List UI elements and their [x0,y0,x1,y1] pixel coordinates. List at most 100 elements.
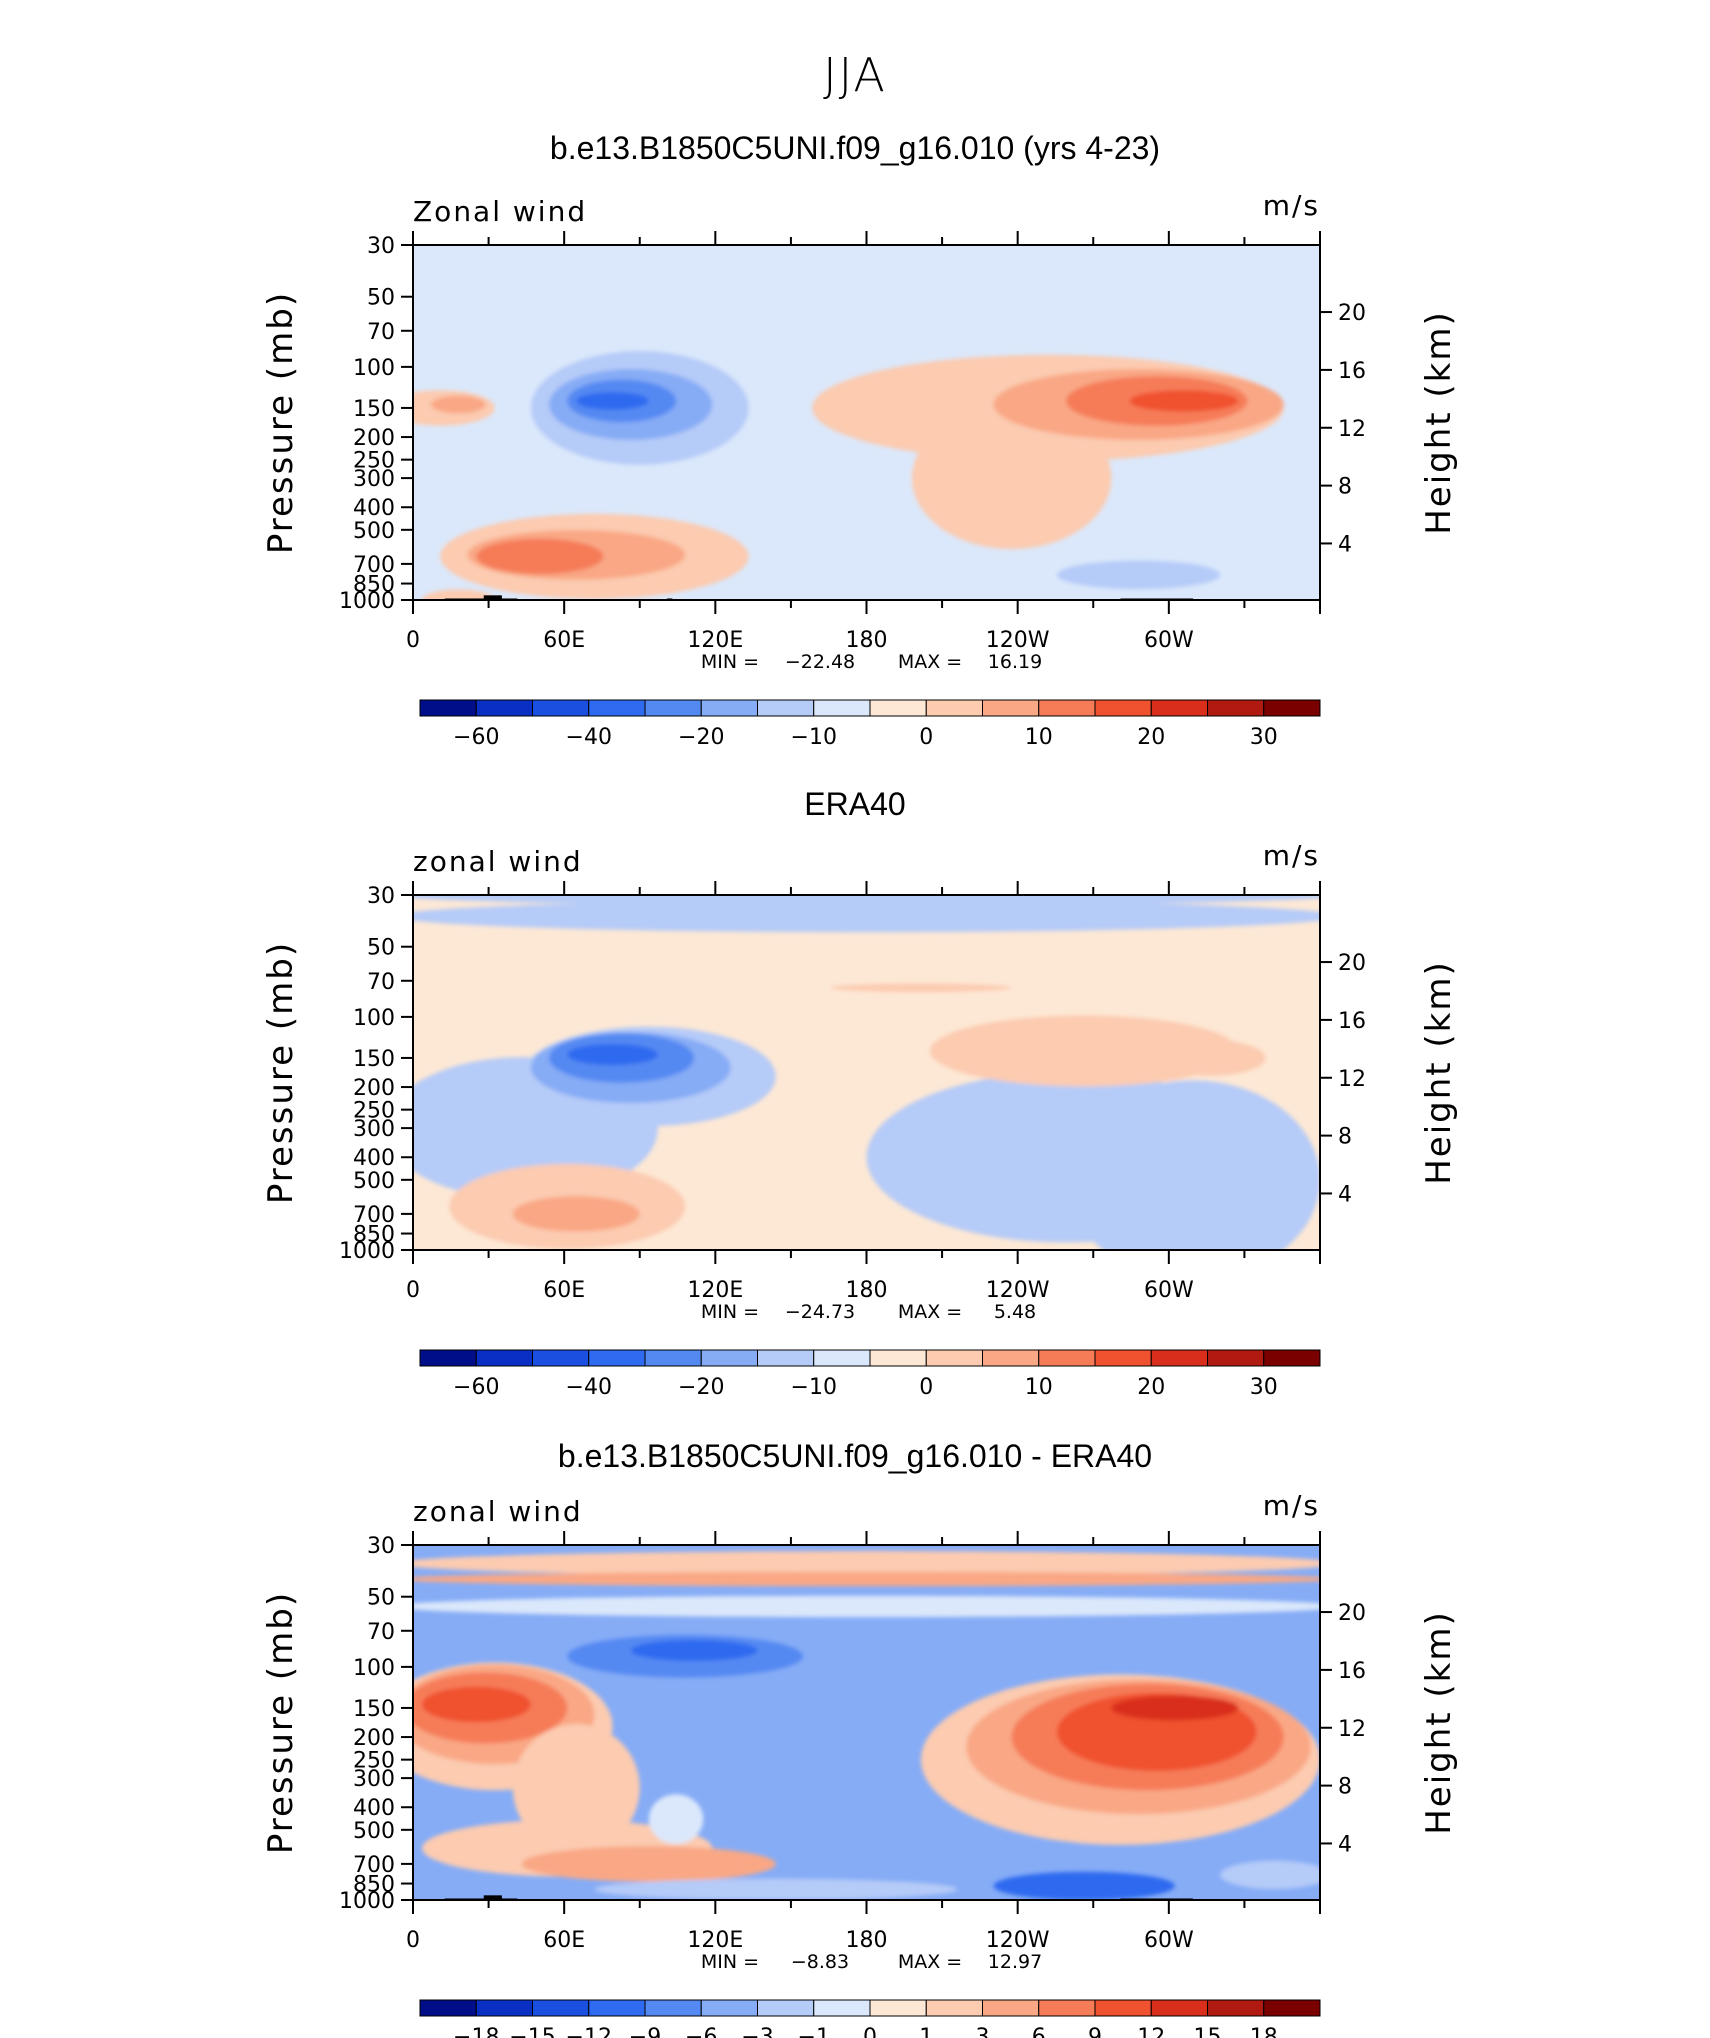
contour-band [413,900,1320,933]
y-tick-label: 100 [353,356,395,381]
y-tick-label: 150 [353,1697,395,1722]
y2-tick-label: 20 [1338,951,1366,976]
colorbar-swatch [982,699,1040,717]
colorbar-swatch [475,1349,533,1367]
colorbar-label: 0 [919,725,933,750]
panel-obs: 0 60E 120E 180 120W 60W3050701001502002503004… [261,839,1459,1400]
right-string: m/s [1263,1489,1320,1522]
y-tick-label: 150 [353,1047,395,1072]
contour-band [422,1686,531,1723]
contour-band [413,1551,1320,1576]
contour-bands [413,895,1320,1250]
contour-field-model [413,245,1320,600]
colorbar-label: 30 [1250,725,1278,750]
topography-mask [483,595,502,600]
y-tick-label: 30 [367,234,395,259]
colorbar-label: 10 [1025,1375,1053,1400]
y-axis-label: Pressure (mb) [261,941,301,1204]
colorbar-label: −40 [566,1375,612,1400]
y-tick-label: 500 [353,1819,395,1844]
colorbar-swatch [757,1999,815,2017]
contour-band [431,395,486,414]
colorbar-swatch [475,699,533,717]
colorbar-swatch [925,699,983,717]
x-tick-label: 120E [687,1278,743,1303]
y-axis-label: Pressure (mb) [261,291,301,554]
colorbar-label: −18 [453,2025,499,2038]
colorbar-swatch [813,699,871,717]
x-tick-label: 120E [687,1928,743,1953]
min-value: −8.83 [791,1951,849,1973]
min-label: MIN = [701,1301,759,1323]
panel-model: 0 60E 120E 180 120W 60W3050701001502002503004… [261,189,1459,750]
y-tick-label: 1000 [339,1889,395,1914]
y2-tick-label: 20 [1338,1601,1366,1626]
colorbar-swatch [700,1999,758,2017]
colorbar-label: 12 [1137,2025,1165,2038]
colorbar-label: −10 [791,725,837,750]
contour-band [413,1595,1320,1618]
y-tick-label: 50 [367,1586,395,1611]
colorbar-swatch [419,699,477,717]
colorbar-swatch [1094,1349,1152,1367]
colorbar-swatch [982,1999,1040,2017]
y2-tick-label: 8 [1338,475,1352,500]
y-tick-label: 500 [353,1169,395,1194]
y2-tick-label: 12 [1338,417,1366,442]
colorbar-swatch [982,1349,1040,1367]
y-tick-label: 500 [353,519,395,544]
contour-band [830,983,1012,993]
colorbar-swatch [419,1999,477,2017]
y-tick-label: 70 [367,970,395,995]
colorbar-swatch [1094,699,1152,717]
colorbar-swatch [588,1349,646,1367]
colorbar-swatch [588,699,646,717]
colorbar-swatch [1150,1999,1208,2017]
colorbar-label: −9 [629,2025,661,2038]
contour-band [512,1196,640,1232]
y2-axis-label: Height (km) [1419,960,1459,1185]
contour-bands [413,1551,1320,1900]
colorbar-swatch [588,1999,646,2017]
colorbar-swatch [813,1999,871,2017]
x-tick-label: 120W [986,1278,1050,1303]
min-label: MIN = [701,1951,759,1973]
min-value: −24.73 [785,1301,855,1323]
y2-tick-label: 4 [1338,532,1352,557]
colorbar-swatch [1150,1349,1208,1367]
min-label: MIN = [701,651,759,673]
contour-band [413,1571,1320,1587]
colorbar-label: −20 [678,725,724,750]
x-tick-label: 180 [846,628,888,653]
left-string: Zonal wind [413,195,587,228]
contour-band [512,1723,640,1852]
y-tick-label: 400 [353,496,395,521]
y2-axis-label: Height (km) [1419,1610,1459,1835]
colorbar-swatch [757,1349,815,1367]
y-tick-label: 400 [353,1796,395,1821]
contour-band [993,1871,1175,1900]
y-tick-label: 1000 [339,589,395,614]
x-tick-label: 60W [1144,1278,1194,1303]
y-tick-label: 300 [353,1767,395,1792]
y-axis-label: Pressure (mb) [261,1591,301,1854]
colorbar-label: −1 [798,2025,830,2038]
right-string: m/s [1263,839,1320,872]
colorbar-swatch [813,1349,871,1367]
colorbar-label: 20 [1137,1375,1165,1400]
colorbar-label: −20 [678,1375,724,1400]
colorbar-swatch [532,1349,590,1367]
y2-tick-label: 8 [1338,1775,1352,1800]
colorbar-swatch [1038,699,1096,717]
contour-band [1220,1860,1320,1890]
y-tick-label: 850 [353,573,395,598]
colorbar-swatch [925,1999,983,2017]
y-tick-label: 50 [367,286,395,311]
panel-title-diff: b.e13.B1850C5UNI.f09_g16.010 - ERA40 [557,1438,1153,1474]
y-tick-label: 700 [353,553,395,578]
colorbar-label: 9 [1088,2025,1102,2038]
contour-band [413,895,1320,906]
colorbar-swatch [869,699,927,717]
contour-band [567,1043,658,1066]
y2-tick-label: 8 [1338,1125,1352,1150]
